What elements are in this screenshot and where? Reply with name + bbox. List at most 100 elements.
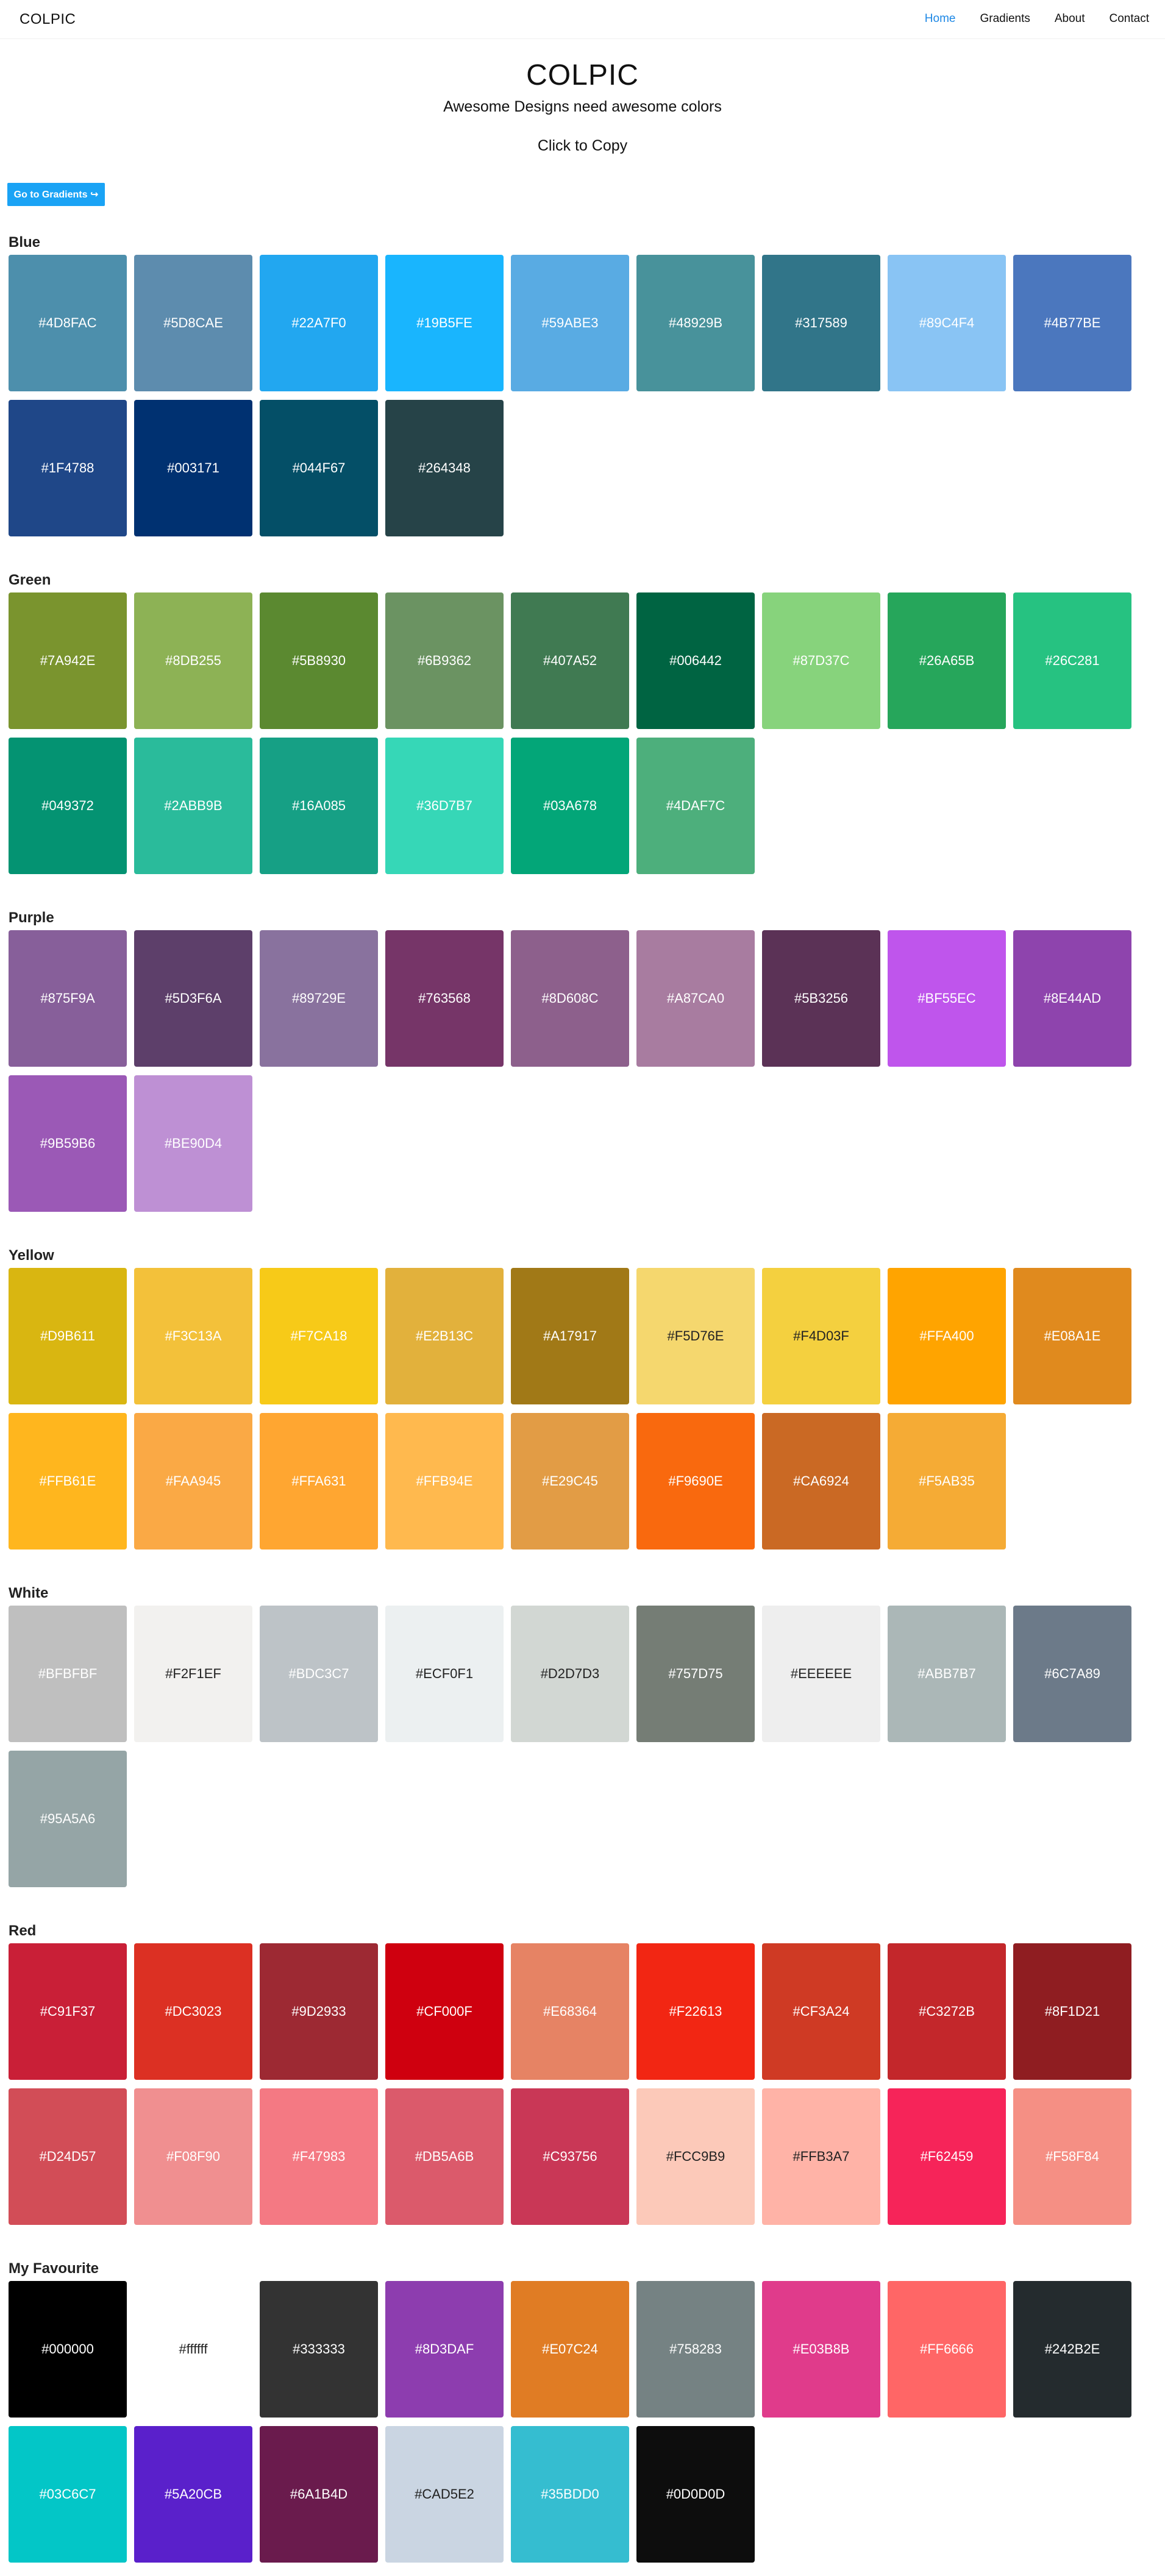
color-swatch[interactable]: #763568 — [385, 930, 504, 1067]
color-swatch[interactable]: #36D7B7 — [385, 738, 504, 874]
color-swatch[interactable]: #D9B611 — [9, 1268, 127, 1404]
color-swatch[interactable]: #242B2E — [1013, 2281, 1131, 2418]
color-swatch[interactable]: #A87CA0 — [636, 930, 755, 1067]
color-swatch[interactable]: #E29C45 — [511, 1413, 629, 1550]
color-swatch[interactable]: #FFB94E — [385, 1413, 504, 1550]
color-swatch[interactable]: #758283 — [636, 2281, 755, 2418]
color-swatch[interactable]: #D2D7D3 — [511, 1606, 629, 1742]
color-swatch[interactable]: #22A7F0 — [260, 255, 378, 391]
color-swatch[interactable]: #E03B8B — [762, 2281, 880, 2418]
color-swatch[interactable]: #F22613 — [636, 1943, 755, 2080]
nav-contact-link[interactable]: Contact — [1109, 12, 1149, 25]
color-swatch[interactable]: #BDC3C7 — [260, 1606, 378, 1742]
color-swatch[interactable]: #8E44AD — [1013, 930, 1131, 1067]
color-swatch[interactable]: #FFA400 — [888, 1268, 1006, 1404]
color-swatch[interactable]: #FAA945 — [134, 1413, 252, 1550]
color-swatch[interactable]: #26C281 — [1013, 592, 1131, 729]
color-swatch[interactable]: #03C6C7 — [9, 2426, 127, 2563]
color-swatch[interactable]: #FFB61E — [9, 1413, 127, 1550]
color-swatch[interactable]: #48929B — [636, 255, 755, 391]
color-swatch[interactable]: #8DB255 — [134, 592, 252, 729]
color-swatch[interactable]: #8F1D21 — [1013, 1943, 1131, 2080]
color-swatch[interactable]: #FFB3A7 — [762, 2088, 880, 2225]
color-swatch[interactable]: #19B5FE — [385, 255, 504, 391]
color-swatch[interactable]: #03A678 — [511, 738, 629, 874]
color-swatch[interactable]: #6A1B4D — [260, 2426, 378, 2563]
color-swatch[interactable]: #049372 — [9, 738, 127, 874]
color-swatch[interactable]: #F7CA18 — [260, 1268, 378, 1404]
color-swatch[interactable]: #6B9362 — [385, 592, 504, 729]
color-swatch[interactable]: #DB5A6B — [385, 2088, 504, 2225]
color-swatch[interactable]: #4D8FAC — [9, 255, 127, 391]
color-swatch[interactable]: #006442 — [636, 592, 755, 729]
color-swatch[interactable]: #317589 — [762, 255, 880, 391]
color-swatch[interactable]: #CF000F — [385, 1943, 504, 2080]
color-swatch[interactable]: #CA6924 — [762, 1413, 880, 1550]
color-swatch[interactable]: #6C7A89 — [1013, 1606, 1131, 1742]
color-swatch[interactable]: #F4D03F — [762, 1268, 880, 1404]
color-swatch[interactable]: #F47983 — [260, 2088, 378, 2225]
color-swatch[interactable]: #000000 — [9, 2281, 127, 2418]
color-swatch[interactable]: #87D37C — [762, 592, 880, 729]
color-swatch[interactable]: #16A085 — [260, 738, 378, 874]
color-swatch[interactable]: #A17917 — [511, 1268, 629, 1404]
color-swatch[interactable]: #89C4F4 — [888, 255, 1006, 391]
color-swatch[interactable]: #757D75 — [636, 1606, 755, 1742]
color-swatch[interactable]: #CAD5E2 — [385, 2426, 504, 2563]
nav-gradients-link[interactable]: Gradients — [980, 12, 1030, 25]
color-swatch[interactable]: #5D8CAE — [134, 255, 252, 391]
color-swatch[interactable]: #EEEEEE — [762, 1606, 880, 1742]
color-swatch[interactable]: #333333 — [260, 2281, 378, 2418]
nav-home-link[interactable]: Home — [924, 12, 956, 25]
color-swatch[interactable]: #BE90D4 — [134, 1075, 252, 1212]
color-swatch[interactable]: #ffffff — [134, 2281, 252, 2418]
color-swatch[interactable]: #BFBFBF — [9, 1606, 127, 1742]
color-swatch[interactable]: #0D0D0D — [636, 2426, 755, 2563]
go-to-gradients-button[interactable]: Go to Gradients ↪ — [7, 183, 105, 206]
color-swatch[interactable]: #F08F90 — [134, 2088, 252, 2225]
color-swatch[interactable]: #5A20CB — [134, 2426, 252, 2563]
color-swatch[interactable]: #8D3DAF — [385, 2281, 504, 2418]
color-swatch[interactable]: #89729E — [260, 930, 378, 1067]
color-swatch[interactable]: #E07C24 — [511, 2281, 629, 2418]
color-swatch[interactable]: #2ABB9B — [134, 738, 252, 874]
color-swatch[interactable]: #F5AB35 — [888, 1413, 1006, 1550]
color-swatch[interactable]: #C93756 — [511, 2088, 629, 2225]
color-swatch[interactable]: #8D608C — [511, 930, 629, 1067]
color-swatch[interactable]: #4DAF7C — [636, 738, 755, 874]
color-swatch[interactable]: #5D3F6A — [134, 930, 252, 1067]
color-swatch[interactable]: #26A65B — [888, 592, 1006, 729]
color-swatch[interactable]: #1F4788 — [9, 400, 127, 536]
color-swatch[interactable]: #ABB7B7 — [888, 1606, 1006, 1742]
color-swatch[interactable]: #F9690E — [636, 1413, 755, 1550]
color-swatch[interactable]: #F62459 — [888, 2088, 1006, 2225]
color-swatch[interactable]: #F58F84 — [1013, 2088, 1131, 2225]
color-swatch[interactable]: #BF55EC — [888, 930, 1006, 1067]
color-swatch[interactable]: #5B3256 — [762, 930, 880, 1067]
color-swatch[interactable]: #CF3A24 — [762, 1943, 880, 2080]
color-swatch[interactable]: #ECF0F1 — [385, 1606, 504, 1742]
color-swatch[interactable]: #264348 — [385, 400, 504, 536]
brand-logo[interactable]: COLPIC — [20, 11, 76, 27]
color-swatch[interactable]: #F3C13A — [134, 1268, 252, 1404]
color-swatch[interactable]: #5B8930 — [260, 592, 378, 729]
color-swatch[interactable]: #FCC9B9 — [636, 2088, 755, 2225]
color-swatch[interactable]: #C91F37 — [9, 1943, 127, 2080]
color-swatch[interactable]: #407A52 — [511, 592, 629, 729]
color-swatch[interactable]: #D24D57 — [9, 2088, 127, 2225]
color-swatch[interactable]: #E68364 — [511, 1943, 629, 2080]
color-swatch[interactable]: #DC3023 — [134, 1943, 252, 2080]
color-swatch[interactable]: #875F9A — [9, 930, 127, 1067]
color-swatch[interactable]: #9B59B6 — [9, 1075, 127, 1212]
color-swatch[interactable]: #F5D76E — [636, 1268, 755, 1404]
color-swatch[interactable]: #C3272B — [888, 1943, 1006, 2080]
color-swatch[interactable]: #95A5A6 — [9, 1751, 127, 1887]
color-swatch[interactable]: #9D2933 — [260, 1943, 378, 2080]
color-swatch[interactable]: #35BDD0 — [511, 2426, 629, 2563]
color-swatch[interactable]: #003171 — [134, 400, 252, 536]
color-swatch[interactable]: #044F67 — [260, 400, 378, 536]
color-swatch[interactable]: #F2F1EF — [134, 1606, 252, 1742]
color-swatch[interactable]: #E08A1E — [1013, 1268, 1131, 1404]
color-swatch[interactable]: #7A942E — [9, 592, 127, 729]
color-swatch[interactable]: #59ABE3 — [511, 255, 629, 391]
